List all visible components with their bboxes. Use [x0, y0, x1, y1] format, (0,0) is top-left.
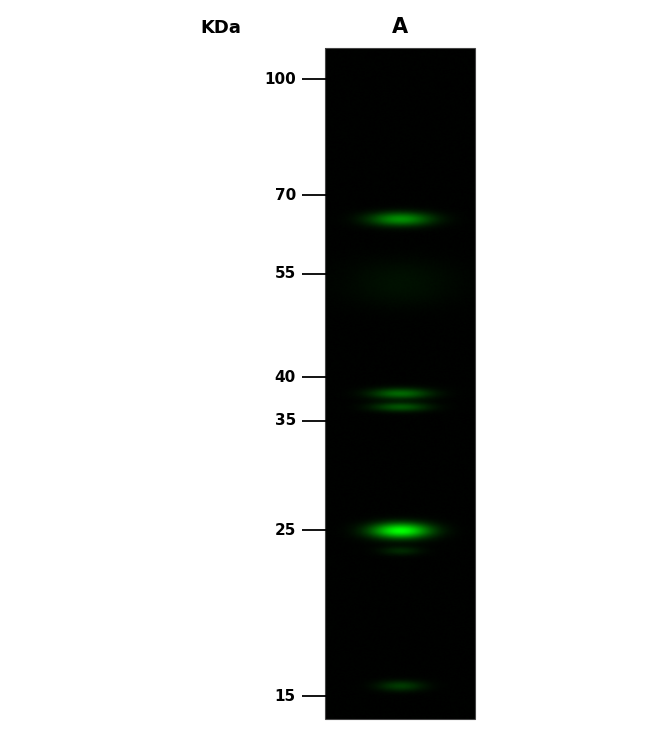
Text: 40: 40	[274, 370, 296, 385]
Text: KDa: KDa	[201, 19, 241, 37]
Text: 70: 70	[274, 187, 296, 203]
Text: A: A	[392, 17, 408, 37]
Text: 35: 35	[274, 413, 296, 428]
Text: 55: 55	[274, 266, 296, 281]
Text: 100: 100	[264, 72, 296, 87]
Text: 25: 25	[274, 522, 296, 538]
Text: 15: 15	[274, 689, 296, 704]
